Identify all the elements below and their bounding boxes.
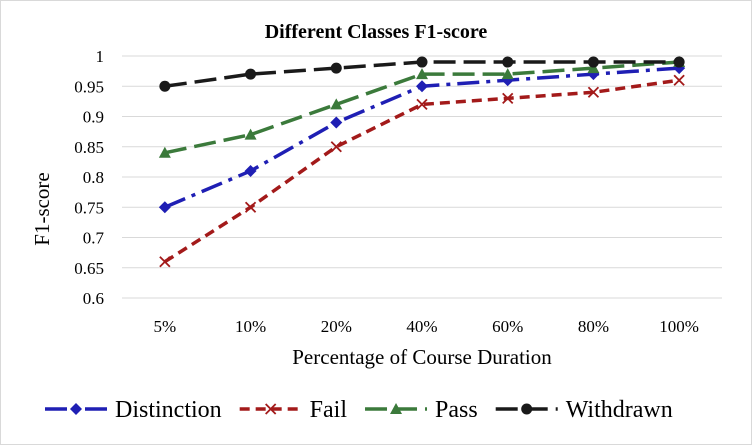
data-point-pass: [501, 68, 514, 80]
data-point-withdrawn: [245, 68, 257, 80]
legend-label: Withdrawn: [566, 397, 673, 423]
data-point-pass: [330, 98, 343, 110]
y-tick-label: 0.85: [74, 138, 104, 157]
gridlines: [122, 55, 722, 299]
legend-marker: [390, 403, 403, 414]
data-point-pass: [416, 68, 428, 80]
legend-label: Fail: [310, 397, 348, 423]
legend-item-withdrawn: Withdrawn: [495, 397, 673, 423]
x-tick-label: 5%: [154, 317, 177, 336]
data-point-fail: [502, 92, 514, 104]
data-point-distinction: [158, 201, 171, 214]
legend-label: Distinction: [115, 397, 222, 423]
y-tick-label: 0.75: [74, 198, 104, 217]
y-tick-label: 1: [96, 47, 105, 66]
data-point-fail: [673, 74, 685, 86]
data-point-withdrawn: [330, 62, 342, 74]
x-tick-label: 40%: [406, 317, 437, 336]
legend-marker: [521, 403, 533, 415]
data-point-fail: [244, 201, 257, 213]
data-point-pass: [587, 62, 600, 74]
data-point-distinction: [330, 116, 343, 129]
series-line-fail: [163, 78, 680, 264]
legend-item-distinction: Distinction: [45, 397, 222, 423]
data-point-fail: [416, 98, 428, 111]
data-point-fail: [159, 256, 171, 268]
data-point-fail: [587, 86, 600, 98]
data-point-withdrawn: [416, 56, 428, 68]
y-tick-labels: 0.6 0.65 0.7 0.75 0.8 0.85 0.9 0.95 1: [74, 47, 104, 308]
legend-item-fail: Fail: [239, 397, 348, 423]
legend-marker: [70, 403, 82, 415]
legend: Distinction Fail Pass Withdrawn: [45, 397, 673, 423]
x-tick-label: 80%: [578, 317, 609, 336]
y-tick-label: 0.65: [74, 259, 104, 278]
y-tick-label: 0.9: [83, 108, 104, 127]
y-tick-label: 0.8: [83, 168, 104, 187]
x-tick-label: 10%: [235, 317, 266, 336]
x-tick-label: 100%: [659, 317, 699, 336]
series-markers: [158, 56, 686, 268]
data-point-distinction: [416, 80, 428, 93]
data-point-withdrawn: [673, 56, 685, 68]
x-axis-label: Percentage of Course Duration: [292, 345, 552, 369]
data-point-fail: [330, 141, 342, 153]
y-tick-label: 0.6: [83, 289, 104, 308]
legend-label: Pass: [435, 397, 478, 423]
x-tick-labels: 5% 10% 20% 40% 60% 80% 100%: [154, 317, 699, 336]
data-point-distinction: [244, 164, 257, 177]
data-point-withdrawn: [587, 56, 599, 68]
data-point-pass: [158, 146, 171, 158]
x-tick-label: 20%: [321, 317, 352, 336]
data-point-withdrawn: [159, 80, 171, 92]
chart-title: Different Classes F1-score: [265, 21, 488, 43]
legend-item-pass: Pass: [365, 397, 478, 423]
x-tick-label: 60%: [492, 317, 523, 336]
data-point-pass: [244, 128, 257, 140]
y-axis-label: F1-score: [30, 172, 54, 245]
data-point-withdrawn: [502, 56, 514, 68]
y-tick-label: 0.7: [83, 229, 105, 248]
legend-marker: [265, 403, 277, 415]
y-tick-label: 0.95: [74, 77, 104, 96]
